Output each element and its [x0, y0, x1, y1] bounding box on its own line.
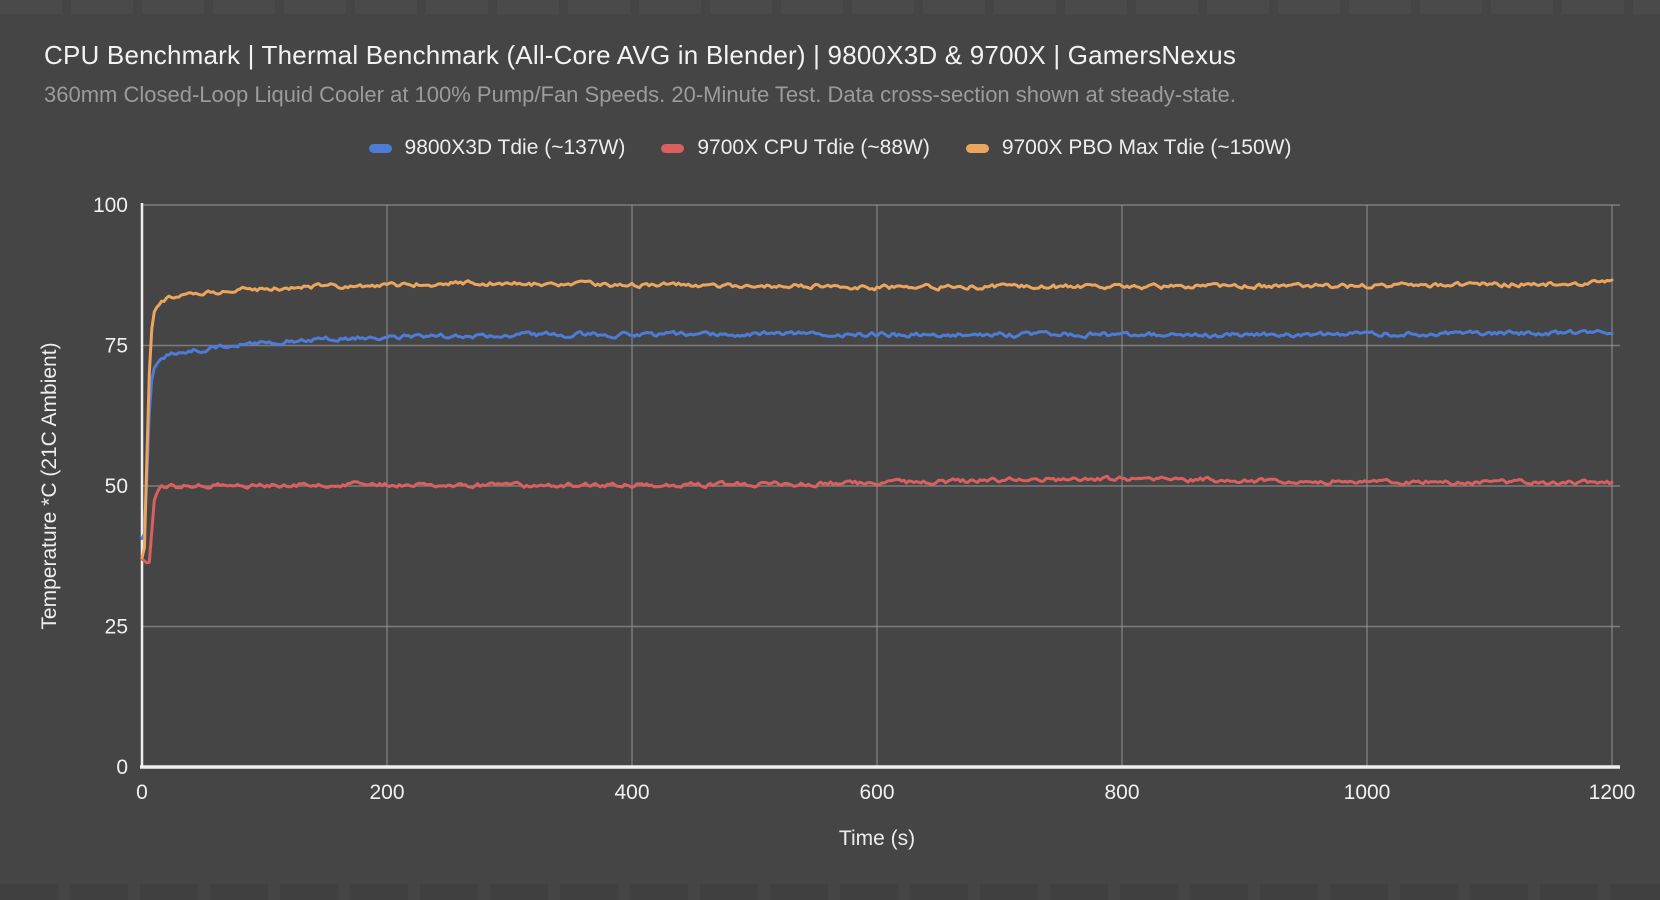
blurred-bottom-bar [0, 884, 1660, 900]
legend-item-label: 9700X CPU Tdie (~88W) [697, 136, 930, 159]
x-tick-label-800: 800 [1104, 781, 1139, 804]
x-tick-label-600: 600 [859, 781, 894, 804]
x-tick-label-1200: 1200 [1589, 781, 1636, 804]
legend-swatch-blue [368, 143, 392, 153]
legend-item-9700x-pbo: 9700X PBO Max Tdie (~150W) [965, 136, 1292, 160]
series-line-9800x3d-tdie [140, 328, 1614, 540]
legend: 9800X3D Tdie (~137W) 9700X CPU Tdie (~88… [0, 133, 1660, 163]
legend-swatch-red [661, 143, 685, 153]
y-tick-label-25: 25 [105, 616, 128, 639]
x-tick-label-400: 400 [614, 781, 649, 804]
y-axis-title: Temperature *C (21C Ambient) [38, 342, 61, 629]
y-tick-label-75: 75 [105, 335, 128, 358]
legend-item-label: 9700X PBO Max Tdie (~150W) [1001, 136, 1292, 159]
y-tick-label-0: 0 [116, 756, 128, 779]
series-line-9700x-cpu-tdie [140, 474, 1614, 565]
x-tick-label-0: 0 [136, 781, 148, 804]
legend-item-9800x3d: 9800X3D Tdie (~137W) [368, 136, 626, 160]
legend-item-9700x-cpu: 9700X CPU Tdie (~88W) [661, 136, 930, 160]
x-tick-label-200: 200 [369, 781, 404, 804]
blurred-top-bar [0, 0, 1660, 14]
chart-subtitle: 360mm Closed-Loop Liquid Cooler at 100% … [44, 82, 1236, 107]
x-tick-label-1000: 1000 [1344, 781, 1391, 804]
page-title: CPU Benchmark | Thermal Benchmark (All-C… [44, 40, 1237, 70]
legend-swatch-orange [965, 143, 989, 153]
thermal-line-chart: Temperature *C (21C Ambient) Time (s) 0 2… [38, 194, 1636, 850]
y-tick-label-50: 50 [105, 475, 128, 498]
x-axis-title: Time (s) [839, 827, 915, 850]
legend-item-label: 9800X3D Tdie (~137W) [404, 136, 626, 159]
series-line-9700x-pbo-max-tdie [140, 278, 1614, 560]
y-tick-label-100: 100 [93, 194, 128, 217]
